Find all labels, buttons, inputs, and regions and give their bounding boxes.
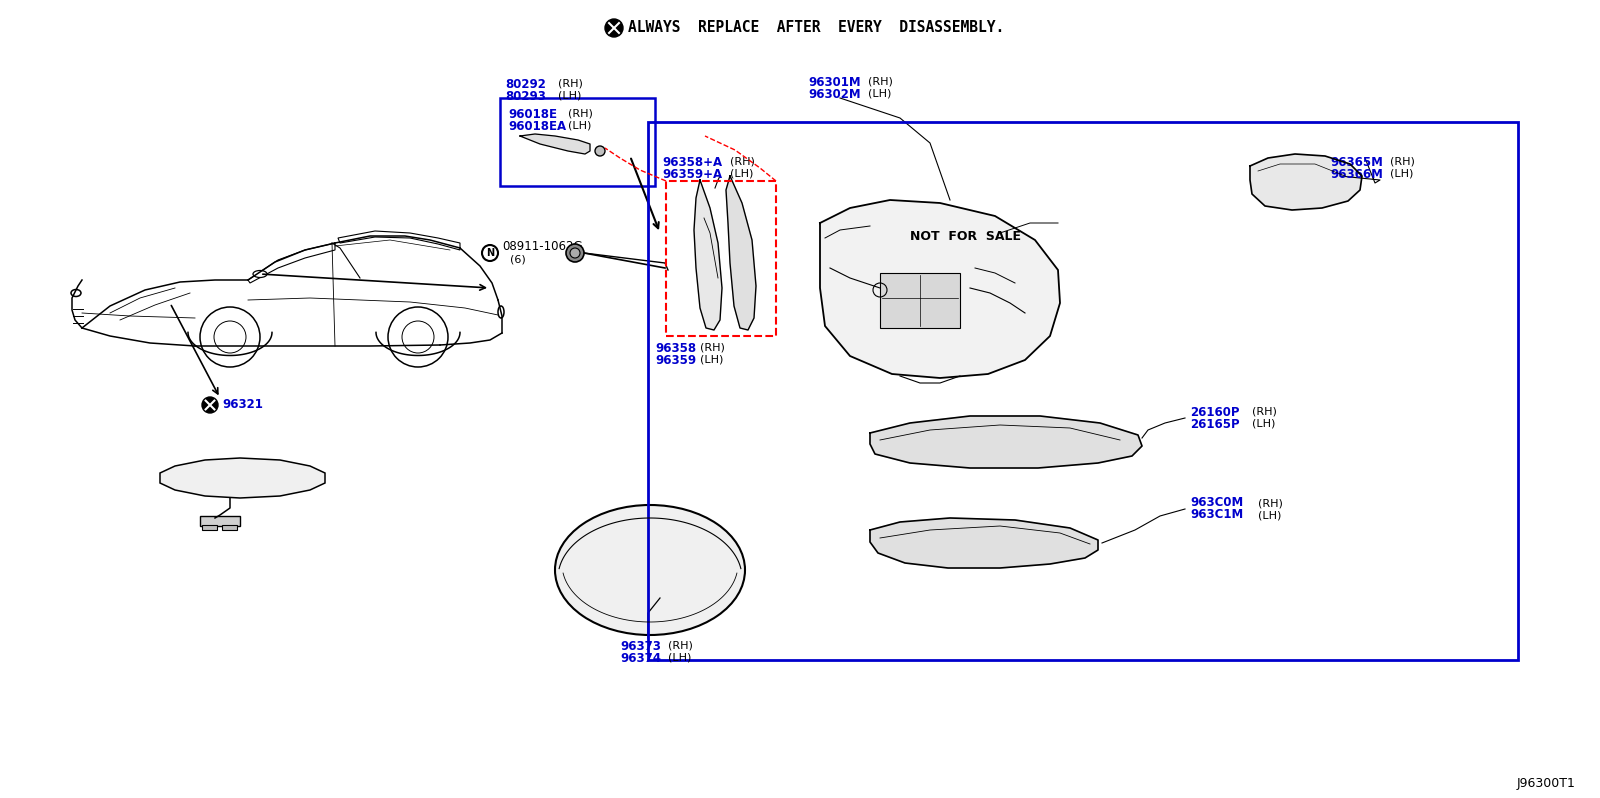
Text: (LH): (LH) xyxy=(1258,510,1282,520)
Text: (RH): (RH) xyxy=(1251,407,1277,417)
Bar xyxy=(880,273,960,328)
Text: 96358: 96358 xyxy=(654,342,696,354)
Text: 80293: 80293 xyxy=(506,89,546,102)
Ellipse shape xyxy=(555,505,746,635)
Bar xyxy=(499,98,654,186)
Text: 96018E: 96018E xyxy=(509,108,557,120)
Polygon shape xyxy=(694,180,722,330)
Polygon shape xyxy=(819,200,1059,378)
Text: 96302M: 96302M xyxy=(808,88,861,101)
Polygon shape xyxy=(1250,154,1362,210)
Polygon shape xyxy=(520,134,590,154)
Bar xyxy=(200,516,240,526)
Bar xyxy=(202,525,218,530)
Text: (LH): (LH) xyxy=(1251,419,1275,429)
Text: (LH): (LH) xyxy=(867,89,891,99)
Text: (LH): (LH) xyxy=(701,355,723,365)
Text: (RH): (RH) xyxy=(669,641,693,651)
Text: NOT  FOR  SALE: NOT FOR SALE xyxy=(910,230,1021,243)
Text: 96365M: 96365M xyxy=(1330,156,1382,168)
Circle shape xyxy=(605,19,622,37)
Bar xyxy=(222,525,237,530)
Text: (LH): (LH) xyxy=(1390,169,1413,179)
Text: (RH): (RH) xyxy=(1390,157,1414,167)
Text: 96359: 96359 xyxy=(654,354,696,366)
Text: (6): (6) xyxy=(510,254,526,264)
Ellipse shape xyxy=(253,271,267,278)
Text: 80292: 80292 xyxy=(506,77,546,90)
Text: 96321: 96321 xyxy=(222,398,262,412)
Text: (LH): (LH) xyxy=(730,169,754,179)
Polygon shape xyxy=(160,458,325,498)
Text: 96301M: 96301M xyxy=(808,76,861,89)
Text: 96373: 96373 xyxy=(621,639,661,653)
Polygon shape xyxy=(726,176,757,330)
Text: ALWAYS  REPLACE  AFTER  EVERY  DISASSEMBLY.: ALWAYS REPLACE AFTER EVERY DISASSEMBLY. xyxy=(627,21,1005,35)
Text: 96366M: 96366M xyxy=(1330,168,1382,180)
Text: 08911-1062G: 08911-1062G xyxy=(502,240,582,254)
Circle shape xyxy=(595,146,605,156)
Text: 26160P: 26160P xyxy=(1190,405,1240,418)
Polygon shape xyxy=(870,518,1098,568)
Circle shape xyxy=(566,244,584,262)
Text: 963C0M: 963C0M xyxy=(1190,496,1243,509)
Text: (RH): (RH) xyxy=(701,343,725,353)
Text: (RH): (RH) xyxy=(558,79,582,89)
Text: 963C1M: 963C1M xyxy=(1190,508,1243,522)
Text: 96358+A: 96358+A xyxy=(662,156,722,168)
Text: (RH): (RH) xyxy=(867,77,893,87)
Circle shape xyxy=(570,248,579,258)
Text: 26165P: 26165P xyxy=(1190,417,1240,430)
Text: (LH): (LH) xyxy=(558,91,581,101)
Text: (RH): (RH) xyxy=(568,109,594,119)
Circle shape xyxy=(202,397,218,413)
Text: N: N xyxy=(486,248,494,258)
Polygon shape xyxy=(870,416,1142,468)
Text: (RH): (RH) xyxy=(730,157,755,167)
Text: 96359+A: 96359+A xyxy=(662,168,722,180)
Text: (LH): (LH) xyxy=(568,121,592,131)
Bar xyxy=(666,181,776,336)
Text: 96374: 96374 xyxy=(621,651,661,665)
Bar xyxy=(648,122,1518,660)
Text: 96018EA: 96018EA xyxy=(509,120,566,132)
Text: J96300T1: J96300T1 xyxy=(1517,776,1574,789)
Text: (LH): (LH) xyxy=(669,653,691,663)
Text: (RH): (RH) xyxy=(1258,498,1283,508)
